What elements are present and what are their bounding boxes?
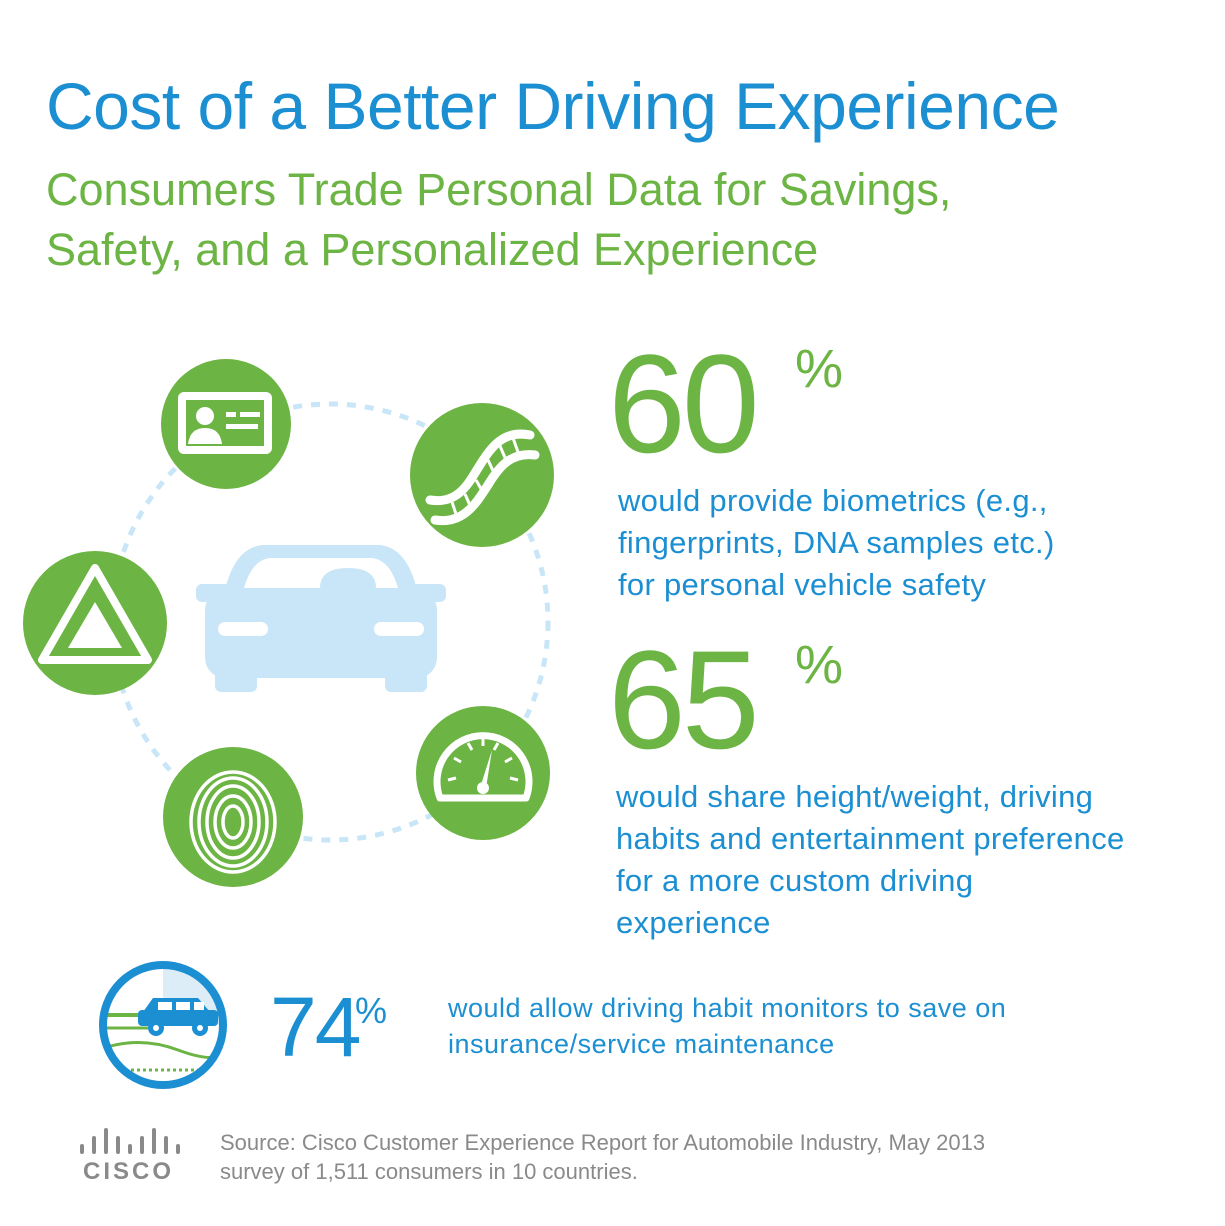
stat-1-description: would provide biometrics (e.g., fingerpr… [618,480,1055,606]
dna-icon [410,403,554,547]
source-note: Source: Cisco Customer Experience Report… [220,1128,985,1186]
car-icon [196,545,446,692]
stat-2-description: would share height/weight, driving habit… [616,776,1125,944]
stat-1-unit: % [795,339,844,399]
fingerprint-icon [163,747,303,887]
car-monitor-icon [99,961,227,1089]
stat-1-line-1: would provide biometrics (e.g., [618,483,1048,518]
stat-2-value: 65 [608,621,760,778]
stat-3-line-2: insurance/service maintenance [448,1029,835,1059]
stat-3-description: would allow driving habit monitors to sa… [448,990,1006,1062]
page-subtitle: Consumers Trade Personal Data for Saving… [46,160,951,280]
car-data-illustration [23,359,554,887]
page-title: Cost of a Better Driving Experience [46,69,1060,143]
subtitle-line-2: Safety, and a Personalized Experience [46,224,819,275]
stat-3-unit: % [355,990,388,1031]
speedometer-icon [416,706,550,840]
stat-1-value: 60 [608,325,760,482]
subtitle-line-1: Consumers Trade Personal Data for Saving… [46,164,952,215]
stat-1-line-3: for personal vehicle safety [618,567,987,602]
id-card-icon [161,359,291,489]
stat-2-line-1: would share height/weight, driving [616,779,1094,814]
hazard-triangle-icon [23,551,167,695]
stat-3-value: 74 [270,980,361,1074]
stat-2-unit: % [795,635,844,695]
cisco-logo [80,1128,180,1154]
cisco-logo-text: CISCO [83,1158,175,1185]
stat-3-line-1: would allow driving habit monitors to sa… [448,993,1007,1023]
stat-1-line-2: fingerprints, DNA samples etc.) [618,525,1055,560]
source-line-2: survey of 1,511 consumers in 10 countrie… [220,1159,638,1184]
source-line-1: Source: Cisco Customer Experience Report… [220,1130,986,1155]
stat-2-line-4: experience [616,905,771,940]
stat-2-line-3: for a more custom driving [616,863,974,898]
stat-2-line-2: habits and entertainment preference [616,821,1125,856]
